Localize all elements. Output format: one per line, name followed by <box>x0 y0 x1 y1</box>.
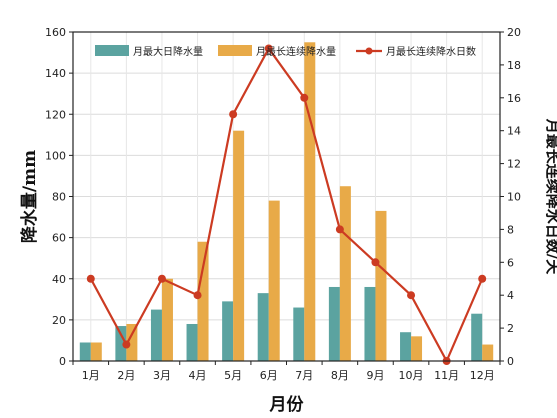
line-point <box>229 110 238 119</box>
y-axis-title-right: 月最长连续降水日数/天 <box>544 118 557 275</box>
y-tick-label: 140 <box>45 67 66 80</box>
y-axis-title-left: 降水量/mm <box>19 150 40 243</box>
y2-tick-label: 4 <box>507 289 514 302</box>
bar-longest-continuous <box>411 336 423 361</box>
x-axis-title: 月份 <box>269 394 305 415</box>
line-point <box>157 274 166 283</box>
legend-item: 月最长连续降水日数 <box>356 45 476 58</box>
bar-max-daily <box>328 286 340 361</box>
bar-longest-continuous <box>161 278 173 361</box>
y2-tick-label: 16 <box>507 92 521 105</box>
y-tick-label: 100 <box>45 149 66 162</box>
x-tick-label: 2月 <box>117 369 135 382</box>
legend: 月最大日降水量 月最长连续降水量 月最长连续降水日数 <box>95 45 476 58</box>
bar-longest-continuous <box>90 342 102 361</box>
bar-longest-continuous <box>233 130 245 361</box>
legend-item: 月最长连续降水量 <box>218 45 336 58</box>
bar-longest-continuous <box>375 210 387 361</box>
legend-swatch <box>95 45 129 56</box>
bar-max-daily <box>150 309 162 361</box>
y-tick-label: 0 <box>59 355 66 368</box>
y-tick-label: 20 <box>52 314 66 327</box>
legend-label: 月最长连续降水日数 <box>386 45 476 58</box>
x-tick-label: 9月 <box>366 369 384 382</box>
y-tick-label: 120 <box>45 108 66 121</box>
bars-layer <box>79 42 494 361</box>
y-tick-label: 160 <box>45 26 66 39</box>
bar-longest-continuous <box>304 42 316 361</box>
grid-lines <box>73 31 500 362</box>
bar-max-daily <box>293 307 305 361</box>
line-layer <box>86 44 487 365</box>
y2-tick-label: 10 <box>507 191 521 204</box>
x-tick-label: 6月 <box>260 369 278 382</box>
line-point <box>193 291 202 300</box>
x-tick-label: 1月 <box>82 369 100 382</box>
line-point <box>335 225 344 234</box>
x-tick-label: 4月 <box>189 369 207 382</box>
x-tick-label: 3月 <box>153 369 171 382</box>
y2-tick-label: 20 <box>507 26 521 39</box>
bar-max-daily <box>400 332 412 361</box>
bar-max-daily <box>222 301 234 361</box>
line-point <box>300 93 309 102</box>
bar-longest-continuous <box>339 186 351 361</box>
line-point <box>264 44 273 53</box>
x-tick-label: 12月 <box>470 369 495 382</box>
line-point <box>371 258 380 267</box>
legend-swatch <box>218 45 252 56</box>
y2-tick-label: 6 <box>507 256 514 269</box>
y-tick-label: 80 <box>52 191 66 204</box>
bar-longest-continuous <box>482 344 494 361</box>
line-point <box>122 340 131 349</box>
legend-swatch-marker <box>365 47 373 55</box>
y2-tick-label: 18 <box>507 59 521 72</box>
x-tick-label: 11月 <box>434 369 459 382</box>
line-point <box>86 274 95 283</box>
bar-longest-continuous <box>126 323 138 361</box>
line-point <box>407 291 416 300</box>
y2-tick-label: 12 <box>507 158 521 171</box>
bar-longest-continuous <box>197 241 209 361</box>
y2-tick-label: 2 <box>507 322 514 335</box>
x-tick-label: 8月 <box>331 369 349 382</box>
y2-tick-label: 14 <box>507 125 521 138</box>
bar-max-daily <box>79 342 91 361</box>
x-tick-label: 7月 <box>295 369 313 382</box>
bar-longest-continuous <box>268 200 280 361</box>
line-longest-days <box>89 46 484 364</box>
x-tick-label: 10月 <box>399 369 424 382</box>
bar-max-daily <box>186 323 198 361</box>
line-point <box>478 274 487 283</box>
y2-tick-label: 0 <box>507 355 514 368</box>
y-tick-label: 60 <box>52 232 66 245</box>
y-tick-label: 40 <box>52 273 66 286</box>
bar-max-daily <box>471 313 483 361</box>
bar-max-daily <box>257 293 269 361</box>
y2-tick-label: 8 <box>507 223 514 236</box>
legend-label: 月最大日降水量 <box>133 45 203 58</box>
axes-layer: 0 20 40 60 80 100 120 140 160 0 2 4 6 8 10 12 14 16 18 20 1月… <box>45 26 521 382</box>
legend-item: 月最大日降水量 <box>95 45 203 58</box>
legend-label: 月最长连续降水量 <box>256 45 336 58</box>
x-tick-label: 5月 <box>224 369 242 382</box>
bar-max-daily <box>115 326 127 361</box>
bar-max-daily <box>364 286 376 361</box>
